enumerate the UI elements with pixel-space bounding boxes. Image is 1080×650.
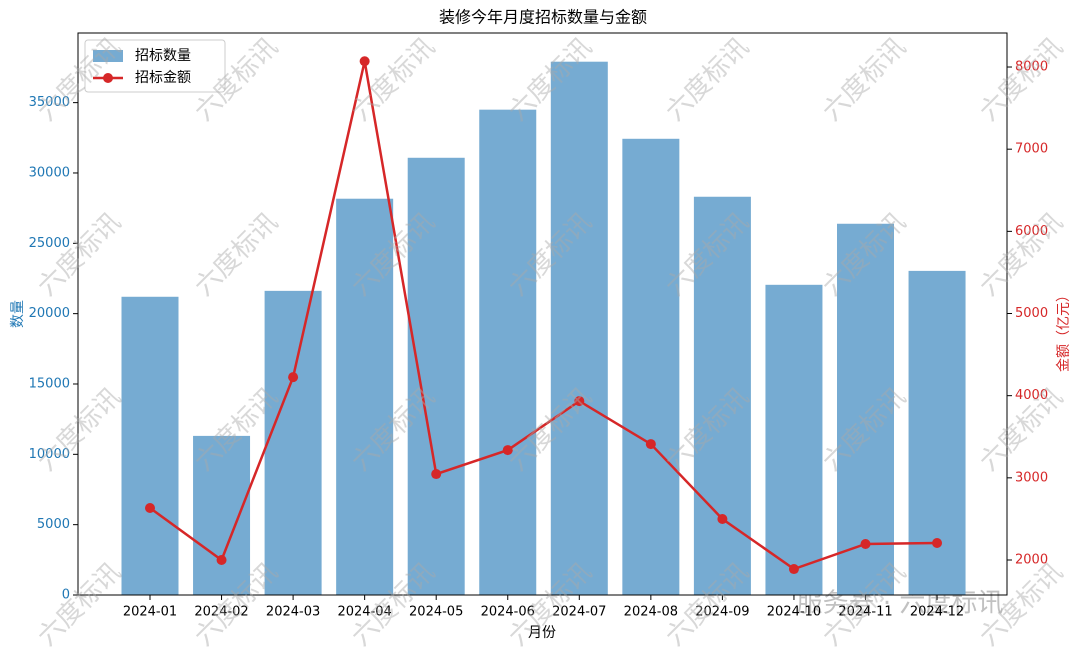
legend-swatch	[93, 50, 123, 62]
y-tick-label: 15000	[29, 376, 70, 391]
chart-title: 装修今年月度招标数量与金额	[439, 8, 647, 27]
y2-tick-label: 3000	[1015, 470, 1048, 485]
watermark: 六度标讯	[974, 207, 1069, 302]
bar	[193, 435, 251, 595]
point	[717, 513, 728, 524]
bar	[407, 157, 465, 595]
point	[860, 538, 871, 549]
line	[149, 60, 938, 571]
y-tick-label: 10000	[29, 447, 70, 462]
footer: 服务号 · 六度标讯	[797, 589, 1004, 619]
y-tick-label: 35000	[29, 95, 70, 110]
watermark: 六度标讯	[974, 32, 1069, 127]
x-tick-label: 2024-12	[910, 605, 964, 620]
y-tick-label: 20000	[29, 306, 70, 321]
point	[216, 554, 227, 565]
point	[431, 469, 442, 480]
x-tick-label: 2024-03	[266, 605, 320, 620]
watermark: 六度标讯	[817, 32, 912, 127]
legend-label: 招标金额	[135, 70, 191, 86]
point	[574, 396, 585, 407]
point	[288, 372, 299, 383]
watermark: 六度标讯	[189, 207, 284, 302]
x-axis-label: 月份	[528, 625, 556, 641]
point	[788, 564, 799, 575]
point	[502, 445, 513, 456]
bar	[121, 296, 179, 595]
bar	[264, 290, 322, 595]
bar	[693, 196, 751, 595]
y2-axis-label: 金额（亿元）	[1056, 288, 1072, 372]
bar	[765, 284, 823, 595]
x-tick-label: 2024-01	[123, 605, 177, 620]
bar	[550, 61, 608, 595]
y2-tick-label: 5000	[1015, 306, 1048, 321]
y-tick-label: 5000	[37, 517, 70, 532]
y2-tick-label: 6000	[1015, 224, 1048, 239]
y2-tick-label: 2000	[1015, 552, 1048, 567]
x-tick-label: 2024-09	[695, 605, 749, 620]
legend-label: 招标数量	[135, 48, 191, 64]
x-tick-label: 2024-11	[838, 605, 892, 620]
x-tick-label: 2024-06	[481, 605, 535, 620]
bar	[837, 223, 894, 595]
watermark: 六度标讯	[32, 382, 127, 477]
y-tick-label: 30000	[29, 165, 70, 180]
x-tick-label: 2024-05	[409, 605, 463, 620]
x-tick-label: 2024-10	[767, 605, 821, 620]
x-tick-label: 2024-07	[552, 605, 606, 620]
x-tick-label: 2024-04	[337, 605, 391, 620]
bar	[336, 198, 394, 596]
point	[145, 502, 155, 513]
watermark: 六度标讯	[660, 32, 755, 127]
y-tick-label: 0	[62, 588, 70, 603]
y2-tick-label: 4000	[1015, 388, 1048, 403]
y2-tick-label: 7000	[1015, 142, 1048, 157]
x-tick-label: 2024-08	[624, 605, 678, 620]
bar	[479, 109, 537, 595]
legend-marker	[103, 73, 113, 83]
watermark: 六度标讯	[32, 557, 127, 650]
y-tick-label: 25000	[29, 236, 70, 251]
point	[932, 537, 943, 548]
bar	[622, 138, 680, 595]
watermark: 六度标讯	[32, 207, 127, 302]
y2-tick-label: 8000	[1015, 60, 1048, 75]
point	[359, 56, 370, 67]
y-axis-label: 数量	[10, 300, 26, 328]
x-tick-label: 2024-02	[194, 605, 248, 620]
point	[645, 439, 656, 450]
